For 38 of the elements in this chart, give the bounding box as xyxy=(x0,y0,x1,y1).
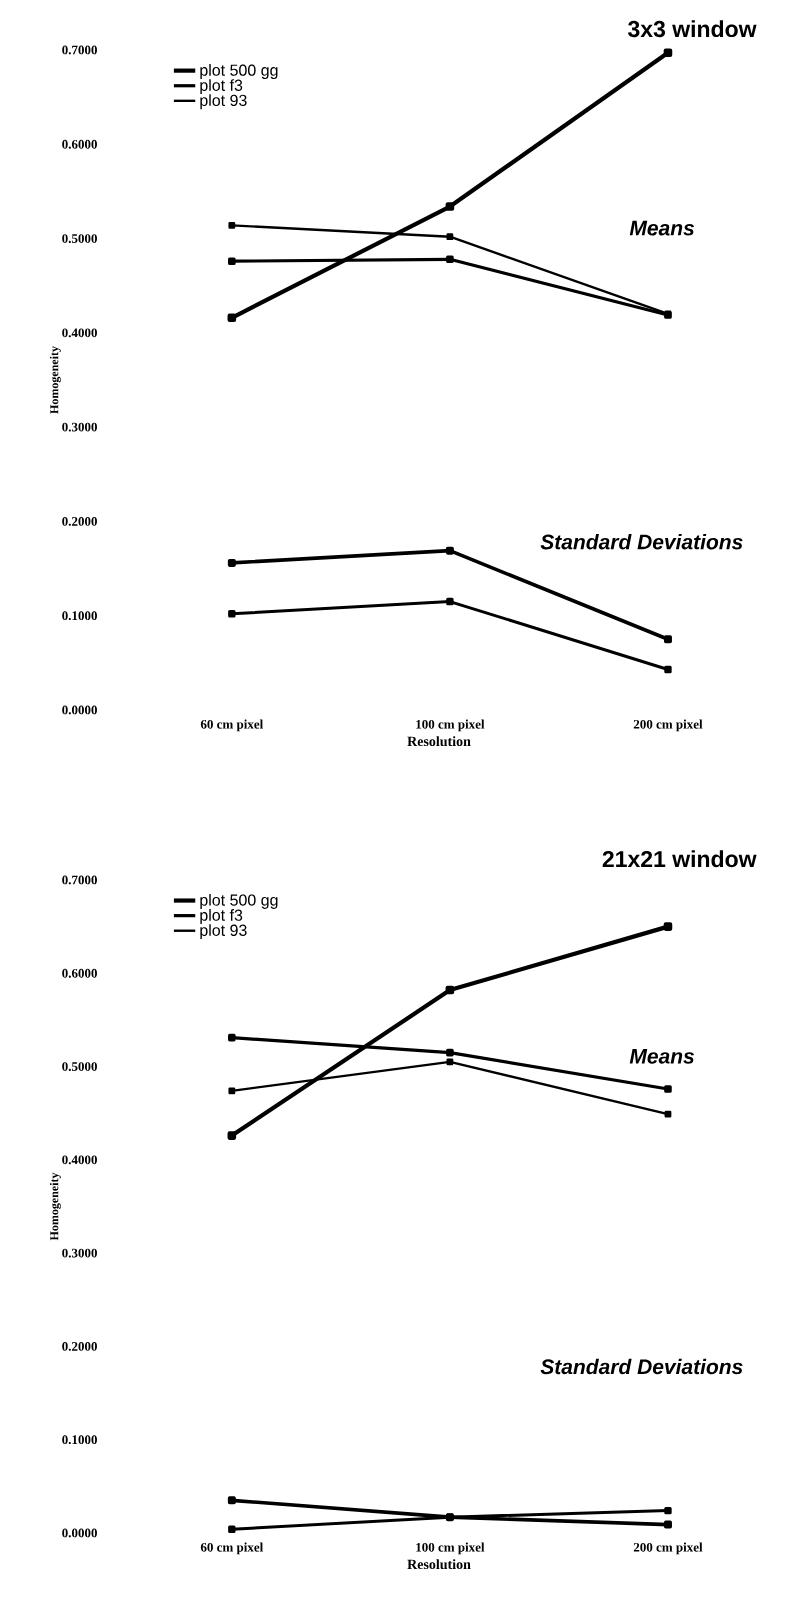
legend-label: plot 500 gg xyxy=(200,894,278,909)
chart-title: 3x3 window xyxy=(628,20,757,38)
x-tick-label: 200 cm pixel xyxy=(633,1542,703,1555)
y-tick-label: 0.5000 xyxy=(62,1062,97,1071)
y-tick-label: 0.6000 xyxy=(62,968,97,978)
y-tick-label: 0.7000 xyxy=(62,45,97,55)
y-axis-title: Homogeneity xyxy=(49,1172,61,1241)
x-tick-label: 60 cm pixel xyxy=(200,719,264,732)
x-tick-label: 100 cm pixel xyxy=(416,719,485,732)
chart-title: 21x21 window xyxy=(602,850,757,868)
y-tick-label: 0.6000 xyxy=(62,139,97,149)
legend-label: plot 500 gg xyxy=(200,64,278,80)
legend-label: plot 93 xyxy=(200,94,247,110)
x-tick-label: 100 cm pixel xyxy=(416,1542,485,1555)
x-axis-title: Resolution xyxy=(407,1559,471,1570)
y-tick-label: 0.1000 xyxy=(62,1435,97,1445)
y-axis-title: Homogeneity xyxy=(49,346,61,414)
y-tick-label: 0.3000 xyxy=(62,1248,97,1258)
y-tick-label: 0.3000 xyxy=(62,422,97,432)
annotation: Standard Deviations xyxy=(540,1358,743,1375)
y-tick-label: 0.5000 xyxy=(62,234,97,243)
annotation: Means xyxy=(629,1048,695,1064)
y-tick-label: 0.0000 xyxy=(62,1528,97,1538)
y-tick-label: 0.4000 xyxy=(62,328,97,338)
legend-label: plot f3 xyxy=(200,79,243,95)
x-tick-label: 60 cm pixel xyxy=(200,1542,264,1555)
x-axis-title: Resolution xyxy=(407,736,471,747)
y-tick-label: 0.7000 xyxy=(62,875,97,885)
x-tick-label: 200 cm pixel xyxy=(633,719,703,732)
legend-label: plot f3 xyxy=(200,909,243,925)
annotation: Standard Deviations xyxy=(540,533,743,550)
annotation: Means xyxy=(629,220,695,236)
y-tick-label: 0.2000 xyxy=(62,517,97,526)
y-tick-label: 0.2000 xyxy=(62,1342,97,1351)
legend-label: plot 93 xyxy=(200,924,247,940)
y-tick-label: 0.4000 xyxy=(62,1155,97,1165)
y-tick-label: 0.1000 xyxy=(62,611,97,621)
y-tick-label: 0.0000 xyxy=(62,705,97,715)
